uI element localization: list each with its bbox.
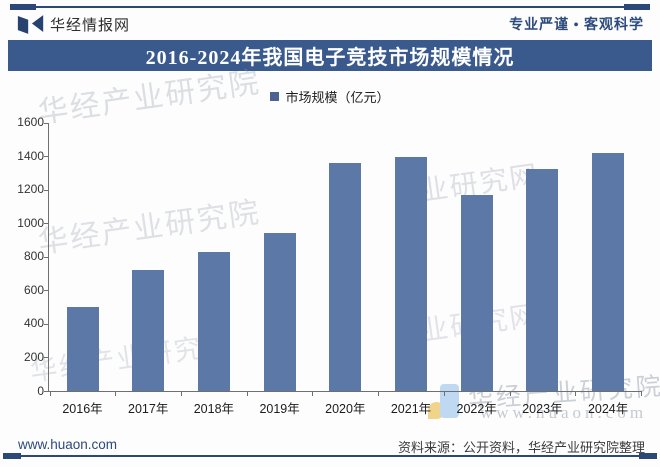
y-tick-mark — [44, 357, 48, 359]
x-tick-label: 2024年 — [587, 401, 629, 416]
top-rule-left-block — [10, 4, 36, 10]
y-tick-mark — [44, 122, 48, 124]
bar-2023年 — [526, 168, 559, 392]
x-tick-mark — [640, 391, 642, 396]
y-tick-mark — [44, 391, 48, 392]
chart-title: 2016-2024年我国电子竞技市场规模情况 — [145, 47, 515, 69]
x-tick-mark — [246, 391, 248, 396]
bar-2024年 — [592, 152, 625, 392]
footer-site-url: www.huaon.com — [18, 437, 118, 452]
bar-2019年 — [263, 233, 296, 392]
x-tick-label: 2019年 — [259, 401, 300, 416]
x-tick-mark — [49, 391, 51, 396]
bottom-rule-right-block — [639, 453, 657, 459]
bar-2018年 — [197, 252, 230, 392]
x-tick-mark — [115, 391, 117, 396]
y-tick-mark — [44, 290, 48, 292]
y-tick-mark — [44, 189, 48, 191]
x-tick-mark — [575, 391, 577, 396]
y-tick-label: 1000 — [17, 215, 44, 230]
x-tick-label: 2023年 — [522, 401, 563, 416]
x-tick-label: 2021年 — [390, 401, 432, 416]
y-axis-line — [48, 123, 49, 392]
top-rule-right-block — [624, 4, 650, 10]
y-tick-label: 800 — [23, 249, 44, 264]
y-tick-label: 600 — [23, 282, 44, 297]
bottom-rule-left-block — [3, 453, 21, 459]
x-tick-mark — [181, 391, 183, 396]
y-tick-label: 400 — [23, 316, 44, 331]
legend-label: 市场规模（亿元） — [285, 90, 390, 105]
x-tick-label: 2022年 — [456, 401, 497, 416]
y-tick-label: 0 — [37, 383, 44, 398]
legend: 市场规模（亿元） — [0, 87, 660, 106]
x-tick-label: 2017年 — [128, 401, 169, 416]
bottom-rule-line — [3, 455, 657, 457]
brand-name: 华经情报网 — [50, 18, 131, 34]
top-rule-line — [10, 6, 650, 8]
bar-2016年 — [66, 306, 99, 392]
title-banner: 2016-2024年我国电子竞技市场规模情况 — [8, 40, 652, 71]
x-tick-label: 2018年 — [193, 401, 235, 416]
x-tick-label: 2016年 — [62, 401, 103, 416]
header-slogan: 专业严谨 • 客观科学 — [509, 18, 644, 33]
x-tick-mark — [443, 391, 445, 396]
y-tick-mark — [44, 156, 48, 158]
y-tick-mark — [44, 223, 48, 225]
y-tick-label: 1200 — [17, 182, 44, 197]
bar-2020年 — [329, 162, 362, 392]
y-tick-label: 1400 — [17, 148, 44, 163]
y-tick-label: 200 — [23, 349, 44, 364]
legend-swatch — [270, 92, 280, 101]
x-tick-mark — [312, 391, 314, 396]
x-tick-mark — [509, 391, 511, 396]
y-tick-mark — [44, 256, 48, 258]
x-tick-label: 2020年 — [325, 401, 366, 416]
bar-2021年 — [395, 156, 427, 392]
brand-logo-icon — [16, 13, 46, 39]
y-tick-label: 1600 — [17, 115, 44, 130]
y-tick-mark — [44, 323, 48, 325]
footer-source-note: 资料来源：公开资料，华经产业研究院整理 — [397, 440, 645, 455]
bar-2017年 — [132, 269, 165, 392]
x-tick-mark — [378, 391, 380, 396]
bar-2022年 — [460, 194, 493, 392]
